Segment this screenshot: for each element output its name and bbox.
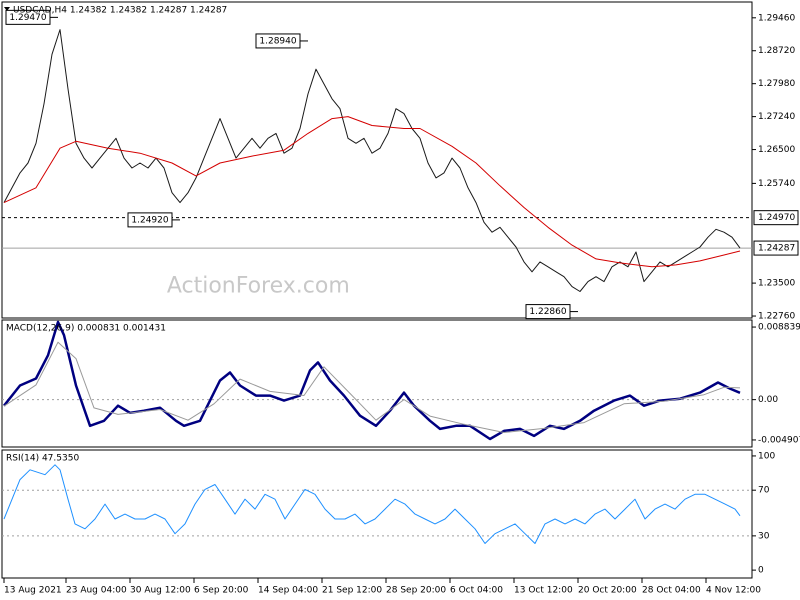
annotation-box	[255, 33, 301, 49]
annotation-box	[127, 212, 173, 228]
panel-title: USDCAD,H4 1.24382 1.24382 1.24287 1.2428…	[13, 6, 227, 16]
y-tick-label: 100	[758, 451, 775, 461]
y-tick-label: 0	[758, 566, 764, 576]
x-tick-label: 13 Aug 2021	[4, 586, 62, 596]
x-tick-label: 6 Oct 04:00	[450, 586, 503, 596]
macd-panel	[1, 319, 753, 448]
x-tick-label: 28 Oct 04:00	[642, 586, 701, 596]
annotation-label: 1.22860	[529, 307, 566, 317]
panel-title: MACD(12,26,9) 0.000831 0.001431	[6, 324, 166, 334]
price-panel	[1, 1, 753, 319]
x-tick-label: 20 Oct 20:00	[578, 586, 637, 596]
y-tick-label: 1.26500	[758, 145, 795, 155]
y-tick-label: 1.28720	[758, 46, 795, 56]
menu-triangle	[4, 7, 10, 11]
x-tick-label: 28 Sep 20:00	[386, 586, 446, 596]
series-line	[3, 320, 741, 441]
x-tick-label: 4 Nov 12:00	[706, 586, 761, 596]
price-level-label: 1.24970	[758, 213, 795, 223]
series-line	[3, 341, 741, 433]
series-line	[3, 116, 741, 268]
annotation-label: 1.29470	[9, 13, 46, 23]
y-tick-label: 0.008839	[758, 323, 800, 333]
x-tick-label: 13 Oct 12:00	[514, 586, 573, 596]
watermark: ActionForex.com	[167, 273, 350, 298]
panel-title: RSI(14) 47.5350	[6, 454, 79, 464]
y-tick-label: 1.22760	[758, 312, 795, 322]
y-tick-label: -0.004907	[758, 435, 800, 445]
y-tick-label: 1.29460	[758, 13, 795, 23]
annotation-label: 1.28940	[259, 36, 296, 46]
annotation-box	[525, 304, 571, 320]
series-line	[3, 29, 741, 292]
price-level-box	[753, 240, 799, 256]
series-line	[3, 464, 741, 544]
x-tick-label: 6 Sep 20:00	[194, 586, 249, 596]
y-tick-label: 1.25740	[758, 179, 795, 189]
y-tick-label: 1.23500	[758, 279, 795, 289]
y-tick-label: 1.27980	[758, 79, 795, 89]
price-level-label: 1.24287	[758, 244, 795, 254]
rsi-panel	[1, 449, 753, 579]
x-tick-label: 23 Aug 04:00	[66, 586, 127, 596]
x-tick-label: 21 Sep 12:00	[322, 586, 382, 596]
y-tick-label: 1.27240	[758, 112, 795, 122]
y-tick-label: 30	[758, 531, 770, 541]
y-tick-label: 70	[758, 486, 770, 496]
x-tick-label: 30 Aug 12:00	[130, 586, 191, 596]
annotation-label: 1.24920	[131, 215, 168, 225]
annotation-box	[5, 9, 51, 25]
x-tick-label: 14 Sep 04:00	[258, 586, 318, 596]
y-tick-label: 0.00	[758, 395, 778, 405]
price-level-box	[753, 210, 799, 226]
